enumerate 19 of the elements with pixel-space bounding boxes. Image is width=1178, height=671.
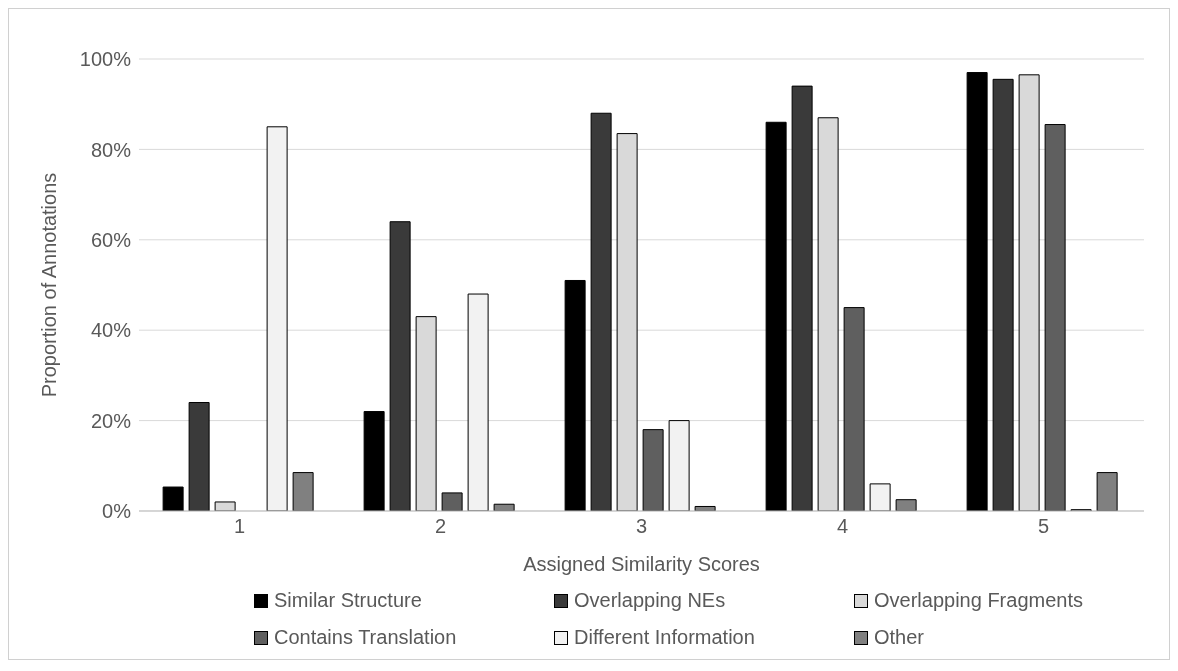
x-tick-label: 3 — [635, 515, 648, 538]
legend-label: Different Information — [573, 626, 756, 649]
y-tick-label: 100% — [79, 48, 132, 71]
x-tick-label: 4 — [836, 515, 849, 538]
legend-label: Similar Structure — [273, 589, 423, 612]
y-tick-label: 80% — [90, 138, 132, 161]
legend-label: Contains Translation — [273, 626, 458, 649]
legend-label: Overlapping NEs — [573, 589, 727, 612]
y-tick-label: 60% — [90, 228, 132, 251]
x-tick-label: 2 — [434, 515, 447, 538]
y-tick-label: 0% — [102, 500, 132, 523]
legend-label: Overlapping Fragments — [873, 589, 1084, 612]
y-axis-title: Proportion of Annotations — [38, 172, 61, 398]
y-tick-label: 20% — [90, 409, 132, 432]
legend-label: Other — [873, 626, 926, 649]
x-tick-label: 5 — [1037, 515, 1050, 538]
y-tick-label: 40% — [90, 319, 132, 342]
x-axis-title: Assigned Similarity Scores — [523, 553, 760, 575]
x-tick-label: 1 — [233, 515, 246, 538]
